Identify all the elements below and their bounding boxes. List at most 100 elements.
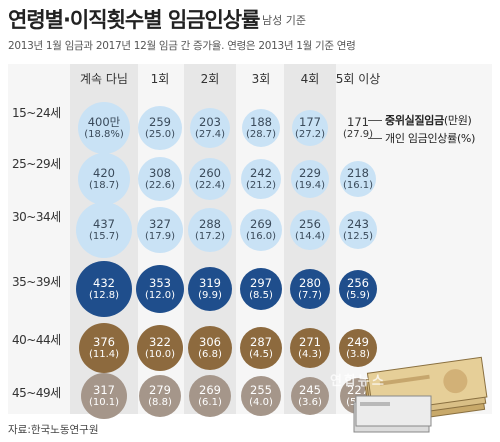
bubble-percent: (17.9) xyxy=(144,230,176,242)
data-bubble: 255 (4.0) xyxy=(241,376,281,416)
bubble-percent: (10.0) xyxy=(144,348,176,360)
column-header: 1회 xyxy=(150,72,170,86)
bubble-value: 249 xyxy=(347,334,369,349)
row-label: 25~29세 xyxy=(12,157,61,171)
data-bubble: 376 (11.4) xyxy=(79,323,129,373)
bubble-percent: (8.8) xyxy=(148,396,172,408)
bubble-percent: (16.0) xyxy=(245,230,277,242)
column-header: 5회 이상 xyxy=(335,72,381,86)
data-bubble: 256 (14.4) xyxy=(290,210,330,250)
data-bubble: 317 (10.1) xyxy=(81,373,127,419)
money-stack-image xyxy=(353,356,488,433)
data-bubble: 171 (27.9) xyxy=(340,110,376,146)
data-bubble: 243 (12.5) xyxy=(339,211,377,249)
bubble-percent: (12.8) xyxy=(88,289,120,301)
bubble-percent: (22.4) xyxy=(194,179,226,191)
bubble-percent: (27.9) xyxy=(342,128,374,140)
bubble-percent: (27.4) xyxy=(194,128,226,140)
bubble-percent: (3.8) xyxy=(346,348,370,360)
data-bubble: 280 (7.7) xyxy=(290,269,330,309)
column-header: 계속 다님 xyxy=(80,72,128,86)
legend-leader-pct xyxy=(368,138,382,139)
legend-pct-name: 개인 임금인상률 xyxy=(385,132,457,145)
bubble-percent: (17.2) xyxy=(194,230,226,242)
data-bubble: 353 (12.0) xyxy=(136,265,184,313)
bubble-percent: (4.3) xyxy=(298,348,322,360)
row-label: 15~24세 xyxy=(12,106,61,120)
legend-value-unit: (만원) xyxy=(443,114,472,127)
source-note: 자료:한국노동연구원 xyxy=(8,424,99,436)
title-note: 남성 기준 xyxy=(262,14,306,27)
legend-value-label: 중위실질임금(만원) xyxy=(385,112,472,128)
data-bubble: 400만 (18.8%) xyxy=(78,102,130,154)
bubble-value: 297 xyxy=(250,275,272,290)
bubble-percent: (16.1) xyxy=(342,179,374,191)
bubble-percent: (7.7) xyxy=(298,289,322,301)
bubble-value: 420 xyxy=(93,165,115,180)
bubble-percent: (12.0) xyxy=(144,289,176,301)
bubble-percent: (28.7) xyxy=(245,128,277,140)
bubble-value: 259 xyxy=(149,114,171,129)
bubble-percent: (14.4) xyxy=(294,230,326,242)
bubble-percent: (9.9) xyxy=(198,289,222,301)
bubble-value: 177 xyxy=(299,114,321,129)
legend-pct-label: 개인 임금인상률(%) xyxy=(385,130,475,146)
data-bubble: 327 (17.9) xyxy=(137,207,183,253)
column-header: 2회 xyxy=(200,72,220,86)
data-bubble: 269 (16.0) xyxy=(240,209,282,251)
data-bubble: 432 (12.8) xyxy=(76,261,132,317)
data-bubble: 260 (22.4) xyxy=(189,158,231,200)
bubble-value: 245 xyxy=(299,382,321,397)
bubble-percent: (25.0) xyxy=(144,128,176,140)
bubble-value: 227 xyxy=(347,382,369,397)
bubble-value: 256 xyxy=(299,216,321,231)
legend-pct-unit: (%) xyxy=(456,132,476,145)
bubble-value: 260 xyxy=(199,165,221,180)
data-bubble: 218 (16.1) xyxy=(340,161,376,197)
legend-leader-value xyxy=(368,120,382,121)
watermark: 연합뉴스 xyxy=(330,374,386,389)
bubble-value: 308 xyxy=(149,165,171,180)
bubble-value: 306 xyxy=(199,334,221,349)
data-bubble: 203 (27.4) xyxy=(190,108,230,148)
bubble-percent: (21.2) xyxy=(245,179,277,191)
bubble-value: 400만 xyxy=(87,114,121,129)
bubble-percent: (4.0) xyxy=(249,396,273,408)
bubble-percent: (22.6) xyxy=(144,179,176,191)
bubble-value: 322 xyxy=(149,334,171,349)
data-bubble: 420 (18.7) xyxy=(78,153,130,205)
bubble-percent: (15.7) xyxy=(88,230,120,242)
bubble-value: 271 xyxy=(299,334,321,349)
bubble-percent: (12.5) xyxy=(342,230,374,242)
legend-value-name: 중위실질임금 xyxy=(385,114,444,127)
bubble-value: 255 xyxy=(250,382,272,397)
data-bubble: 287 (4.5) xyxy=(240,327,282,369)
data-bubble: 177 (27.2) xyxy=(292,110,328,146)
data-bubble: 269 (6.1) xyxy=(189,375,231,417)
bubble-percent: (8.5) xyxy=(249,289,273,301)
column-header: 4회 xyxy=(300,72,320,86)
data-bubble: 322 (10.0) xyxy=(137,325,183,371)
data-bubble: 242 (21.2) xyxy=(241,159,281,199)
bubble-value: 437 xyxy=(93,216,115,231)
bubble-percent: (19.4) xyxy=(294,179,326,191)
bubble-value: 203 xyxy=(199,114,221,129)
bubble-value: 288 xyxy=(199,216,221,231)
data-bubble: 288 (17.2) xyxy=(188,208,232,252)
row-label: 40~44세 xyxy=(12,333,61,347)
data-bubble: 229 (19.4) xyxy=(291,160,329,198)
data-bubble: 437 (15.7) xyxy=(76,202,132,258)
bubble-percent: (6.1) xyxy=(198,396,222,408)
bubble-percent: (11.4) xyxy=(88,348,120,360)
bubble-percent: (18.8%) xyxy=(84,128,124,140)
data-bubble: 249 (3.8) xyxy=(339,329,377,367)
bubble-value: 376 xyxy=(93,334,115,349)
bubble-percent: (4.5) xyxy=(249,348,273,360)
bubble-value: 171 xyxy=(347,114,369,129)
bubble-value: 280 xyxy=(299,275,321,290)
bubble-percent: (5.9) xyxy=(346,289,370,301)
bubble-percent: (18.7) xyxy=(88,179,120,191)
column-header: 3회 xyxy=(251,72,271,86)
bubble-value: 327 xyxy=(149,216,171,231)
bubble-value: 256 xyxy=(347,275,369,290)
